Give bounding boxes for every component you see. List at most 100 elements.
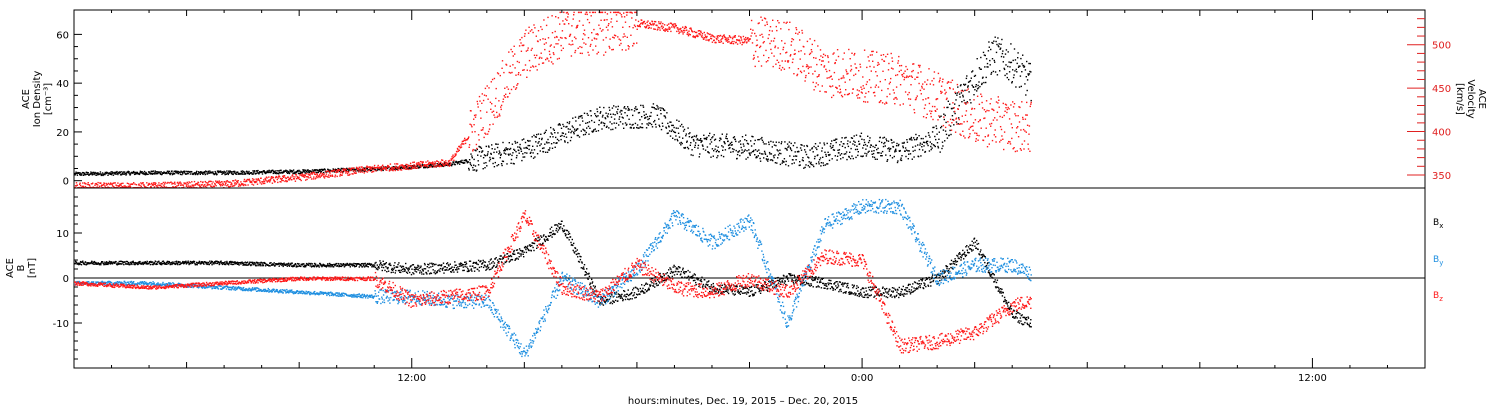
ion-density-point — [872, 152, 875, 155]
ion-density-point — [83, 174, 85, 176]
velocity-point — [433, 163, 436, 166]
ion-density-point — [370, 169, 373, 171]
velocity-point — [516, 84, 518, 86]
velocity-point — [232, 185, 234, 187]
velocity-point — [217, 181, 219, 183]
velocity-point — [234, 184, 236, 186]
ion-density-point — [152, 172, 154, 175]
bx-point — [236, 262, 238, 265]
ion-density-point — [574, 116, 577, 118]
velocity-point — [255, 178, 257, 180]
ion-density-point — [985, 81, 987, 84]
velocity-point — [710, 35, 712, 38]
velocity-point — [549, 45, 551, 47]
ion-density-point — [818, 161, 820, 163]
velocity-point — [863, 49, 866, 51]
velocity-point — [622, 26, 624, 28]
ion-density-point — [652, 103, 655, 105]
velocity-point — [119, 184, 121, 186]
velocity-point — [1002, 102, 1004, 105]
velocity-point — [355, 166, 358, 169]
ion-density-point — [264, 172, 267, 175]
velocity-point — [205, 181, 207, 184]
velocity-point — [987, 134, 990, 136]
velocity-point — [757, 56, 759, 58]
ion-density-point — [980, 56, 982, 59]
ion-density-point — [150, 170, 152, 172]
velocity-point — [481, 93, 483, 95]
ion-density-point — [518, 149, 520, 152]
ion-density-point — [272, 169, 274, 172]
bx-point — [337, 263, 340, 265]
ion-density-point — [710, 156, 712, 158]
velocity-point — [625, 11, 628, 14]
velocity-point — [922, 116, 925, 118]
ion-density-point — [778, 152, 781, 154]
ion-density-point — [186, 171, 188, 173]
ion-density-point — [74, 172, 76, 175]
bx-point — [375, 261, 377, 264]
velocity-point — [315, 177, 317, 179]
ion-density-point — [780, 152, 782, 155]
velocity-point — [718, 35, 721, 37]
ion-density-point — [994, 36, 996, 38]
bx-point — [304, 264, 306, 267]
velocity-point — [491, 78, 494, 81]
velocity-point — [391, 168, 393, 170]
velocity-point — [497, 115, 499, 117]
velocity-point — [230, 183, 232, 186]
ion-density-point — [304, 172, 306, 174]
ion-density-point — [603, 124, 605, 127]
velocity-point — [800, 71, 803, 74]
velocity-point — [389, 163, 392, 165]
ion-density-point — [316, 171, 318, 174]
bx-point — [92, 261, 94, 263]
velocity-point — [900, 64, 903, 67]
bx-point — [358, 266, 360, 268]
ion-density-point — [663, 109, 666, 112]
ion-density-point — [757, 155, 759, 157]
velocity-point — [397, 169, 399, 171]
ion-density-point — [583, 129, 585, 131]
bx-point — [125, 263, 127, 265]
ion-density-point — [815, 147, 817, 149]
bx-point — [278, 265, 280, 267]
ion-density-point — [597, 130, 600, 132]
bx-point — [290, 264, 292, 266]
velocity-point — [921, 87, 923, 89]
velocity-point — [251, 181, 253, 183]
velocity-point — [681, 30, 683, 32]
velocity-point — [725, 40, 727, 42]
velocity-point — [400, 169, 402, 171]
ion-density-point — [789, 147, 791, 149]
velocity-point — [1008, 108, 1010, 110]
velocity-point — [636, 42, 638, 44]
velocity-point — [614, 11, 616, 14]
velocity-point — [259, 182, 261, 184]
bx-point — [358, 263, 360, 265]
ion-density-point — [1011, 82, 1013, 84]
ion-density-point — [171, 173, 174, 176]
velocity-point — [191, 184, 193, 186]
velocity-point — [597, 51, 600, 53]
velocity-point — [350, 168, 352, 171]
bx-point — [334, 264, 336, 267]
ion-density-point — [809, 149, 811, 151]
ion-density-point — [558, 139, 560, 142]
velocity-point — [844, 81, 846, 83]
velocity-point — [493, 77, 496, 80]
ion-density-point — [640, 104, 642, 107]
velocity-point — [504, 87, 506, 89]
ion-density-point — [832, 144, 834, 147]
bx-point — [246, 264, 248, 266]
bx-point — [247, 264, 249, 266]
ion-density-point — [826, 142, 828, 145]
velocity-point — [1003, 114, 1005, 117]
ion-density-point — [587, 114, 589, 116]
ion-density-point — [867, 151, 869, 153]
ion-density-point — [362, 169, 364, 172]
ion-density-point — [488, 160, 491, 162]
ion-density-point — [804, 166, 806, 169]
ion-density-point — [1020, 85, 1022, 88]
velocity-point — [272, 176, 274, 179]
